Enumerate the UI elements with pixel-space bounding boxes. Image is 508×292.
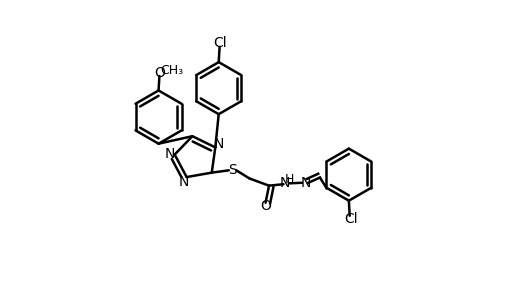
Text: Cl: Cl	[344, 213, 358, 227]
Text: N: N	[280, 176, 291, 190]
Text: Cl: Cl	[214, 36, 227, 50]
Text: O: O	[154, 65, 166, 79]
Text: CH₃: CH₃	[160, 64, 183, 77]
Text: N: N	[213, 137, 224, 151]
Text: N: N	[300, 176, 311, 190]
Text: N: N	[179, 175, 189, 189]
Text: S: S	[228, 163, 237, 177]
Text: N: N	[164, 147, 175, 161]
Text: H: H	[285, 173, 295, 186]
Text: O: O	[260, 199, 271, 213]
